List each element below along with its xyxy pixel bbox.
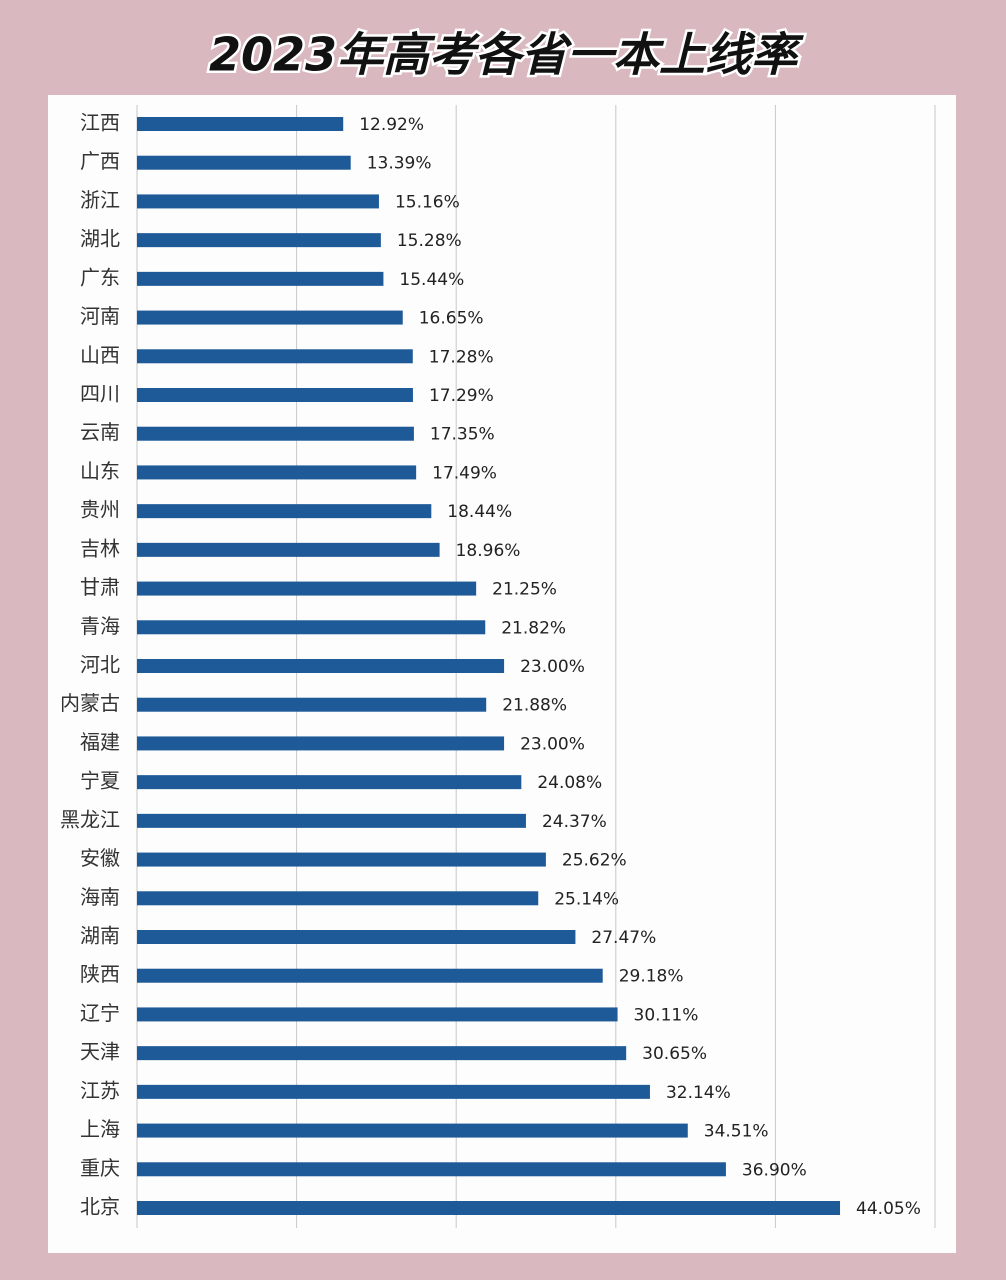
- value-label: 15.28%: [397, 231, 462, 251]
- y-tick-label: 浙江: [80, 188, 120, 212]
- y-tick-label: 上海: [80, 1117, 120, 1141]
- chart-title: 2023年高考各省一本上线率: [209, 28, 804, 82]
- value-label: 17.29%: [429, 386, 494, 406]
- y-tick-label: 湖北: [80, 227, 120, 251]
- y-tick-label: 贵州: [80, 498, 120, 522]
- bar: [137, 155, 351, 170]
- plot-background: [48, 95, 956, 1253]
- value-label: 18.96%: [456, 541, 521, 561]
- y-tick-label: 河南: [80, 304, 120, 328]
- bar: [137, 542, 440, 557]
- value-label: 15.16%: [395, 192, 460, 212]
- value-label: 17.35%: [430, 425, 495, 445]
- y-tick-label: 福建: [80, 730, 120, 754]
- y-tick-label: 江苏: [80, 1078, 120, 1102]
- bar: [137, 310, 403, 325]
- value-label: 21.82%: [501, 618, 566, 638]
- y-tick-label: 甘肃: [80, 575, 120, 599]
- y-tick-label: 内蒙古: [60, 691, 120, 715]
- y-tick-label: 黑龙江: [60, 807, 120, 831]
- bar: [137, 194, 379, 209]
- y-tick-label: 辽宁: [80, 1001, 120, 1025]
- value-label: 12.92%: [359, 115, 424, 135]
- value-label: 44.05%: [856, 1199, 921, 1219]
- y-tick-label: 重庆: [80, 1156, 120, 1180]
- value-label: 25.62%: [562, 851, 627, 871]
- bar: [137, 117, 344, 131]
- value-label: 17.28%: [429, 347, 494, 367]
- y-tick-label: 山西: [80, 343, 120, 367]
- y-tick-label: 宁夏: [80, 769, 120, 793]
- y-tick-label: 四川: [80, 382, 120, 406]
- value-label: 29.18%: [619, 967, 684, 987]
- bar: [137, 1201, 841, 1215]
- y-tick-label: 广西: [80, 149, 120, 173]
- value-label: 30.65%: [642, 1044, 707, 1064]
- bar: [137, 426, 414, 441]
- value-label: 18.44%: [447, 502, 512, 522]
- bar: [137, 620, 486, 635]
- bar: [137, 968, 603, 983]
- bar: [137, 736, 505, 751]
- y-tick-label: 云南: [80, 420, 120, 444]
- bar: [137, 349, 413, 364]
- y-tick-label: 江西: [80, 111, 120, 135]
- y-tick-label: 青海: [80, 614, 120, 638]
- value-label: 30.11%: [634, 1005, 699, 1025]
- value-label: 13.39%: [367, 154, 432, 174]
- value-label: 16.65%: [419, 309, 484, 329]
- bar: [137, 852, 546, 867]
- y-tick-label: 湖南: [80, 924, 120, 948]
- bar: [137, 697, 487, 712]
- value-label: 21.25%: [492, 580, 557, 600]
- bar: [137, 775, 522, 790]
- bar: [137, 504, 432, 519]
- bar: [137, 1123, 688, 1138]
- bar: [137, 1046, 627, 1061]
- value-label: 25.14%: [554, 889, 619, 909]
- value-label: 36.90%: [742, 1160, 807, 1180]
- bar: [137, 659, 505, 673]
- bar: [137, 1162, 726, 1177]
- y-tick-label: 吉林: [80, 536, 120, 560]
- y-tick-label: 山东: [80, 459, 120, 483]
- value-label: 23.00%: [520, 734, 585, 754]
- y-tick-label: 河北: [80, 653, 120, 677]
- y-tick-label: 广东: [80, 265, 120, 289]
- bar: [137, 233, 381, 248]
- bar: [137, 1084, 650, 1099]
- bar: [137, 1007, 618, 1022]
- value-label: 17.49%: [432, 463, 497, 483]
- bar: [137, 388, 413, 402]
- bar: [137, 271, 384, 286]
- bar: [137, 581, 477, 596]
- value-label: 32.14%: [666, 1083, 731, 1103]
- value-label: 21.88%: [502, 696, 567, 716]
- y-tick-label: 海南: [80, 885, 120, 909]
- value-label: 27.47%: [591, 928, 656, 948]
- y-tick-label: 天津: [80, 1040, 120, 1064]
- value-label: 24.37%: [542, 812, 607, 832]
- bar: [137, 930, 576, 944]
- y-tick-label: 安徽: [80, 846, 120, 870]
- value-label: 24.08%: [537, 773, 602, 793]
- value-label: 15.44%: [399, 270, 464, 290]
- value-label: 34.51%: [704, 1122, 769, 1142]
- y-tick-label: 北京: [80, 1195, 120, 1219]
- value-label: 23.00%: [520, 657, 585, 677]
- bar: [137, 891, 539, 906]
- bar: [137, 465, 417, 480]
- bar: [137, 813, 526, 828]
- y-tick-label: 陕西: [80, 962, 120, 986]
